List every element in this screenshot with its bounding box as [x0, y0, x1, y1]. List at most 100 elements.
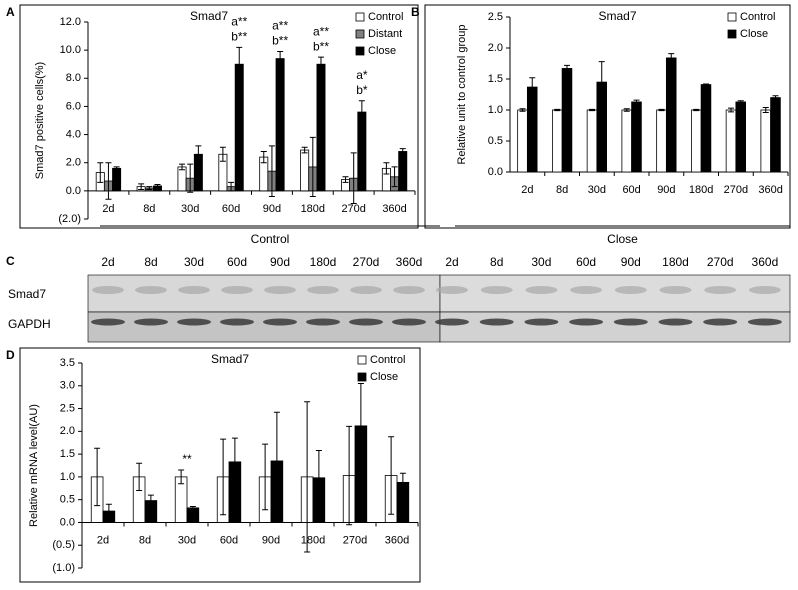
lane-label: 180d — [310, 255, 337, 269]
error-bar — [301, 146, 308, 154]
annotation: b** — [231, 30, 247, 44]
error-bar — [693, 108, 700, 112]
panel-label: B — [411, 5, 420, 19]
error-bar — [529, 77, 536, 97]
legend-label: Distant — [368, 28, 402, 40]
y-tick-label: 2.5 — [60, 402, 75, 414]
lane-label: 270d — [707, 255, 734, 269]
bar — [398, 151, 408, 192]
lane-label: 30d — [531, 255, 551, 269]
lane-label: 360d — [752, 255, 779, 269]
error-bar — [97, 162, 104, 183]
band — [307, 286, 339, 294]
row-label: Smad7 — [8, 287, 46, 301]
band — [177, 318, 211, 326]
error-bar — [357, 383, 364, 469]
error-bar — [195, 145, 202, 164]
x-tick-label: 2d — [521, 184, 533, 196]
annotation: b** — [313, 39, 329, 53]
legend-swatch — [355, 29, 365, 39]
lane-label: 8d — [490, 255, 503, 269]
chart-title: Smad7 — [211, 352, 249, 366]
lane-label: 270d — [353, 255, 380, 269]
chart-title: Smad7 — [598, 9, 636, 23]
bar — [690, 109, 702, 173]
x-tick-label: 180d — [301, 203, 325, 215]
band — [392, 318, 426, 326]
error-bar — [399, 148, 406, 155]
error-bar — [231, 437, 238, 487]
y-tick-label: 3.5 — [60, 357, 75, 369]
error-bar — [154, 184, 161, 188]
x-tick-label: 270d — [341, 203, 365, 215]
x-tick-label: 360d — [758, 184, 782, 196]
band — [91, 318, 125, 326]
lane-label: 180d — [662, 255, 689, 269]
x-tick-label: 360d — [385, 534, 409, 546]
error-bar — [113, 166, 120, 171]
panel-label: A — [6, 5, 15, 19]
lane-label: 30d — [184, 255, 204, 269]
y-axis-label: Smad7 positive cells(%) — [34, 62, 46, 179]
x-tick-label: 2d — [97, 534, 109, 546]
x-tick-label: 30d — [588, 184, 606, 196]
band — [436, 286, 468, 294]
bar — [631, 101, 642, 173]
error-bar — [358, 100, 365, 124]
error-bar — [260, 150, 267, 164]
error-bar — [728, 107, 735, 113]
x-tick-label: 8d — [139, 534, 151, 546]
band — [748, 286, 781, 294]
x-tick-label: 8d — [143, 203, 155, 215]
y-tick-label: 1.5 — [488, 73, 503, 85]
band — [480, 286, 513, 294]
x-tick-label: 90d — [263, 203, 281, 215]
y-tick-label: 1.0 — [60, 471, 75, 483]
error-bar — [399, 472, 406, 492]
bar — [551, 109, 563, 173]
bar — [586, 109, 598, 173]
error-bar — [147, 494, 154, 507]
y-tick-label: 6.0 — [66, 100, 81, 112]
bar — [735, 101, 747, 173]
band — [703, 318, 738, 326]
error-bar — [762, 107, 769, 113]
panel-frame — [19, 4, 419, 229]
panel-label: C — [6, 254, 15, 268]
bar — [700, 84, 712, 173]
error-bar — [304, 401, 311, 553]
band — [393, 286, 425, 294]
band — [92, 286, 124, 294]
error-bar — [146, 186, 153, 190]
band — [614, 286, 647, 294]
bar — [186, 507, 200, 523]
band — [264, 286, 296, 294]
band — [135, 286, 167, 294]
x-tick-label: 360d — [382, 203, 406, 215]
x-tick-label: 90d — [657, 184, 675, 196]
legend-label: Control — [368, 11, 403, 23]
error-bar — [772, 95, 779, 100]
annotation: a* — [356, 68, 368, 82]
error-bar — [219, 146, 226, 162]
y-tick-label: 8.0 — [66, 72, 81, 84]
chart-title: Smad7 — [190, 9, 228, 23]
error-bar — [138, 183, 145, 190]
x-tick-label: 180d — [301, 534, 325, 546]
legend-label: Control — [370, 354, 405, 366]
annotation: b** — [272, 34, 288, 48]
lane-label: 60d — [576, 255, 596, 269]
y-tick-label: 0.0 — [66, 185, 81, 197]
x-tick-label: 60d — [622, 184, 640, 196]
error-bar — [309, 136, 316, 197]
bar — [517, 109, 528, 173]
x-tick-label: 180d — [689, 184, 713, 196]
y-tick-label: 2.0 — [488, 42, 503, 54]
annotation: a** — [231, 15, 247, 29]
band — [306, 318, 340, 326]
error-bar — [236, 46, 243, 82]
lane-label: 90d — [270, 255, 290, 269]
legend-swatch — [357, 355, 367, 365]
